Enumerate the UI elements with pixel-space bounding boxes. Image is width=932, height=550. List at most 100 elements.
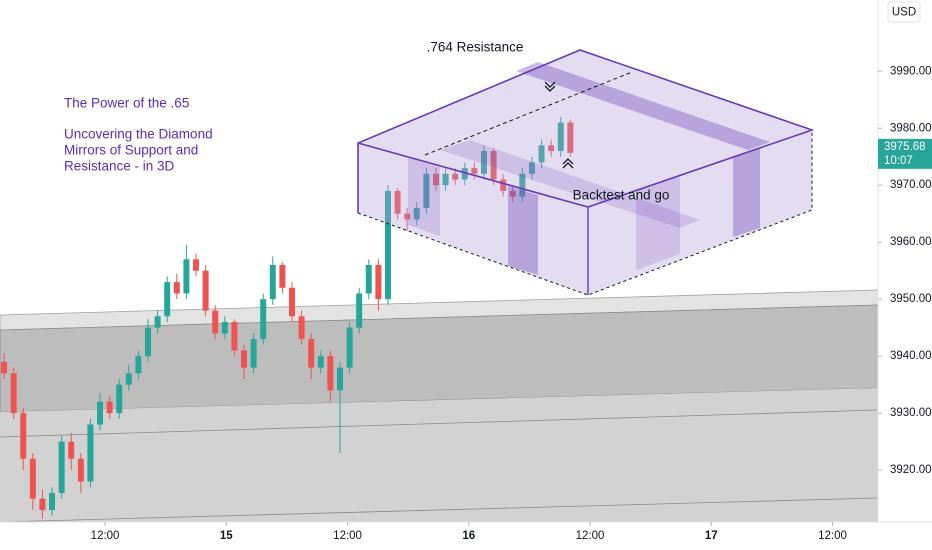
candle-body	[298, 316, 305, 340]
candle-body	[528, 162, 535, 174]
zone-line	[0, 409, 879, 438]
y-tick-label: 3980.00	[890, 122, 932, 134]
candle-body	[461, 168, 468, 180]
x-tick-label: 16	[462, 530, 475, 542]
candle-body	[384, 190, 391, 300]
currency: USD	[892, 7, 916, 19]
zone-line	[0, 497, 879, 523]
candle-body	[519, 173, 526, 197]
candle-body	[87, 424, 94, 482]
zone-band	[0, 388, 878, 522]
candle-body	[20, 413, 27, 459]
candle-body	[202, 270, 209, 311]
x-tick-label: 15	[220, 530, 233, 542]
countdown: 10:07	[884, 155, 913, 167]
candle-body	[135, 356, 142, 374]
x-tick-label: 12:00	[576, 530, 605, 542]
candle-body	[375, 264, 382, 300]
candle-body	[423, 173, 430, 209]
chevron	[544, 85, 556, 92]
box-stripe	[636, 175, 680, 270]
candle-body	[125, 373, 132, 385]
y-tick-label: 3920.00	[890, 464, 932, 476]
box-edge	[357, 49, 815, 213]
candle-body	[404, 213, 411, 220]
candle-body	[154, 316, 161, 328]
candle-body	[327, 356, 334, 391]
resistance-line	[424, 71, 633, 156]
chevron	[562, 158, 574, 165]
candle-body	[279, 264, 286, 288]
box-stripe	[516, 62, 770, 150]
candle-body	[365, 264, 372, 294]
candle-body	[212, 310, 219, 334]
candle-body	[68, 441, 75, 459]
box-face	[358, 50, 812, 207]
box-face	[358, 143, 588, 295]
candle-body	[183, 259, 190, 294]
candle-body	[49, 492, 56, 511]
candle-body	[567, 122, 574, 153]
candle-body	[39, 498, 46, 511]
candle-body	[97, 401, 104, 425]
candle-body	[260, 299, 267, 340]
candle-body	[346, 327, 353, 368]
last-price: 3975.68	[884, 141, 926, 153]
candle-body	[538, 145, 545, 163]
candle-body	[77, 458, 84, 482]
candle-body	[288, 287, 295, 317]
candle-body	[500, 179, 507, 191]
box-face	[588, 130, 812, 295]
candle-body	[490, 151, 497, 180]
candle-body	[173, 282, 180, 294]
candle-body	[231, 321, 238, 351]
y-tick-label: 3970.00	[890, 179, 932, 191]
y-tick-label: 3930.00	[890, 407, 932, 419]
candle-body	[442, 173, 449, 186]
candle-body	[509, 190, 516, 197]
chevron	[544, 81, 556, 88]
candles	[1, 116, 574, 519]
diamond-box	[357, 49, 815, 296]
candle-body	[145, 327, 152, 357]
y-tick-label: 3940.00	[890, 350, 932, 362]
chevron	[562, 162, 574, 169]
subtitle-line: Resistance - in 3D	[64, 159, 175, 174]
candle-body	[106, 401, 113, 414]
x-tick-label: 12:00	[333, 530, 362, 542]
box-stripe	[508, 186, 538, 275]
y-tick-label: 3990.00	[890, 65, 932, 77]
box-stripe	[408, 158, 440, 236]
candle-body	[356, 293, 363, 328]
box-stripe	[733, 148, 760, 237]
currency-box[interactable]	[887, 1, 921, 23]
candle-body	[413, 208, 420, 220]
candle-body	[336, 367, 343, 391]
candle-body	[241, 350, 248, 368]
candle-body	[548, 145, 555, 152]
candle-body	[480, 151, 487, 174]
candle-body	[269, 264, 276, 300]
y-tick-label: 3960.00	[890, 236, 932, 248]
annotation: .764 Resistance	[427, 40, 524, 55]
candle-body	[317, 356, 324, 368]
candle-body	[116, 384, 123, 414]
candle-body	[471, 168, 478, 174]
subtitle-line: Mirrors of Support and	[64, 143, 198, 158]
subtitle-line: Uncovering the Diamond	[64, 127, 213, 142]
y-tick-label: 3950.00	[890, 293, 932, 305]
candle-body	[394, 190, 401, 214]
candle-body	[10, 373, 17, 414]
zone-drawings	[0, 289, 879, 523]
candle-body	[308, 339, 315, 368]
price-axis	[878, 0, 932, 522]
x-tick-label: 12:00	[91, 530, 120, 542]
candle-body	[250, 339, 257, 368]
candle-body	[452, 173, 459, 180]
x-tick-label: 12:00	[818, 530, 847, 542]
candle-body	[164, 282, 171, 317]
title: The Power of the .65	[64, 96, 189, 111]
candle-body	[221, 321, 228, 334]
box-stripe	[440, 140, 700, 228]
